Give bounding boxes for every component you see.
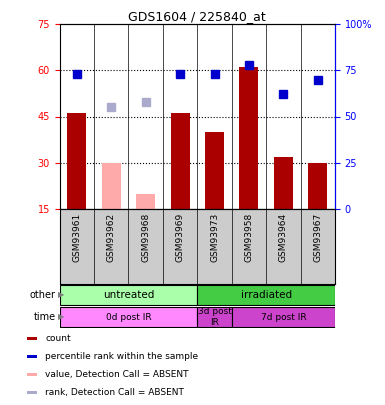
Text: 0d post IR: 0d post IR: [105, 313, 151, 322]
Text: ▶: ▶: [58, 313, 64, 322]
Title: GDS1604 / 225840_at: GDS1604 / 225840_at: [129, 10, 266, 23]
Bar: [205, 132, 224, 209]
Text: GSM93973: GSM93973: [210, 213, 219, 262]
Text: GSM93961: GSM93961: [72, 213, 81, 262]
Text: count: count: [45, 334, 71, 343]
Text: untreated: untreated: [103, 290, 154, 300]
Text: GSM93967: GSM93967: [313, 213, 322, 262]
Bar: [27, 337, 37, 341]
Bar: [197, 285, 335, 305]
Bar: [27, 355, 37, 358]
Text: GSM93958: GSM93958: [244, 213, 253, 262]
Bar: [67, 113, 86, 209]
Text: irradiated: irradiated: [241, 290, 292, 300]
Text: time: time: [34, 312, 56, 322]
Bar: [274, 157, 293, 209]
Text: ▶: ▶: [58, 290, 64, 300]
Bar: [27, 373, 37, 376]
Bar: [197, 307, 232, 327]
Text: GSM93968: GSM93968: [141, 213, 150, 262]
Text: rank, Detection Call = ABSENT: rank, Detection Call = ABSENT: [45, 388, 184, 397]
Text: other: other: [30, 290, 56, 300]
Bar: [308, 163, 327, 209]
Bar: [60, 285, 197, 305]
Text: GSM93969: GSM93969: [176, 213, 185, 262]
Bar: [239, 67, 258, 209]
Text: value, Detection Call = ABSENT: value, Detection Call = ABSENT: [45, 370, 189, 379]
Text: 7d post IR: 7d post IR: [261, 313, 306, 322]
Text: percentile rank within the sample: percentile rank within the sample: [45, 352, 198, 361]
Bar: [102, 163, 121, 209]
Bar: [171, 113, 189, 209]
Bar: [60, 307, 197, 327]
Text: 3d post
IR: 3d post IR: [198, 307, 231, 327]
Bar: [27, 391, 37, 394]
Bar: [232, 307, 335, 327]
Text: GSM93962: GSM93962: [107, 213, 116, 262]
Text: GSM93964: GSM93964: [279, 213, 288, 262]
Bar: [136, 194, 155, 209]
